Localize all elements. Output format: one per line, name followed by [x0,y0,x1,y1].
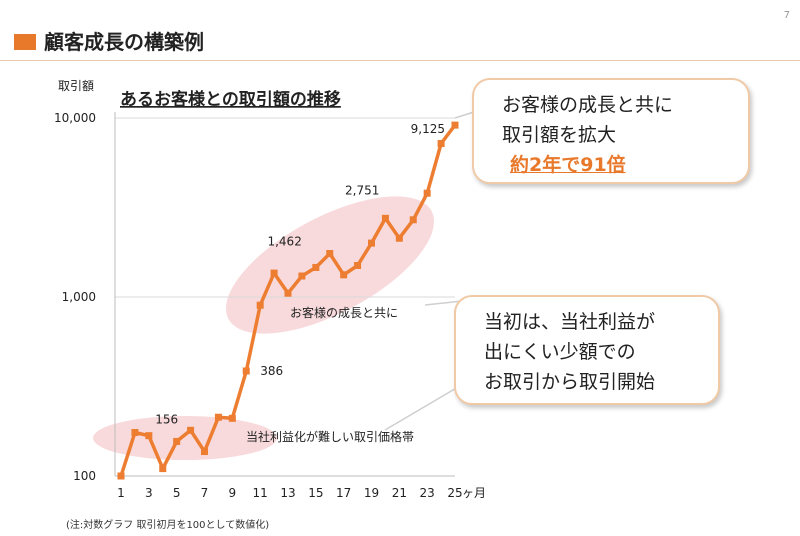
growth-highlight: 約2年で91倍 [510,154,626,176]
data-point [395,234,403,242]
data-label: 1,462 [267,234,301,248]
data-point [242,367,250,375]
x-tick-label: 11 [253,486,268,500]
data-point [423,189,431,197]
x-tick-label: 25 [447,486,462,500]
x-tick-label: 3 [145,486,153,500]
data-point [159,465,167,473]
growth-callout-line1: お客様の成長と共に [502,94,674,116]
x-tick-label: 5 [173,486,181,500]
data-point [381,214,389,222]
y-tick-label: 1,000 [62,290,96,304]
x-tick-label: 19 [364,486,379,500]
y-axis-label: 取引額 [58,79,94,93]
start-callout-line1: 当初は、当社利益が [484,311,656,333]
x-tick-label: 1 [117,486,125,500]
data-label: 9,125 [411,122,445,136]
title-rule [0,60,800,61]
y-tick-label: 100 [73,469,96,483]
data-point [256,301,264,309]
data-point [228,414,236,422]
page-number: 7 [783,10,790,21]
data-point [409,216,417,224]
x-tick-label: 21 [392,486,407,500]
x-tick-label: 15 [308,486,323,500]
top-callout-connector [454,111,475,119]
data-point [284,289,292,297]
x-tick-label: 17 [336,486,351,500]
data-point [145,432,153,440]
slide-title: 顧客成長の構築例 [44,30,204,54]
x-tick-label: 23 [420,486,435,500]
x-tick-label: 9 [229,486,237,500]
growth-zone-label: お客様の成長と共に [290,305,398,320]
data-point [117,472,125,480]
growth-callout: お客様の成長と共に 取引額を拡大 約2年で91倍 [472,78,750,184]
data-point [340,271,348,279]
growth-callout-line2: 取引額を拡大 [502,124,617,146]
data-point [187,426,195,434]
data-point [270,269,278,277]
data-point [173,437,181,445]
data-point [131,428,139,436]
data-point [326,249,334,257]
data-point [214,413,222,421]
data-point [312,263,320,271]
start-callout: 当初は、当社利益が 出にくい少額での お取引から取引開始 [454,295,720,405]
data-point [201,448,208,456]
data-label: 386 [260,364,283,378]
data-point [368,239,375,247]
data-label: 156 [155,412,178,426]
x-tick-label: 13 [280,486,295,500]
growth-zone-ellipse [225,196,435,334]
data-point [354,261,362,269]
data-point [451,121,459,129]
footnote: (注:対数グラフ 取引初月を100として数値化) [66,520,270,531]
y-tick-label: 10,000 [54,111,96,125]
x-tick-label: 7 [201,486,209,500]
low-zone-ellipse [93,416,277,460]
data-point [437,140,445,148]
start-callout-line3: お取引から取引開始 [484,371,656,393]
title-accent-bar [14,34,36,50]
chart-title: あるお客様との取引額の推移 [120,89,341,110]
data-label: 2,751 [345,183,379,197]
start-callout-line2: 出にくい少額での [484,341,636,363]
x-axis-unit: ヶ月 [462,486,486,500]
low-zone-label: 当社利益化が難しい取引価格帯 [246,429,414,444]
data-point [298,272,306,280]
